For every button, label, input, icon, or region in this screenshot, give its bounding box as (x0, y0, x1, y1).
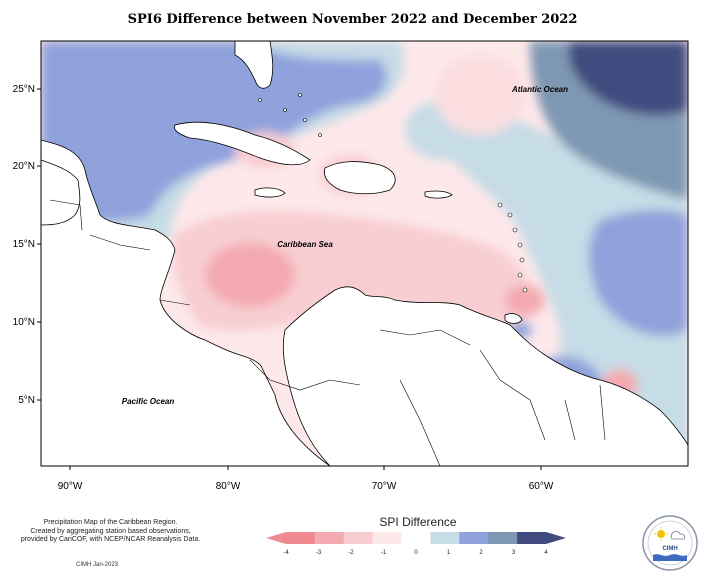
legend-swatch-3 (372, 532, 403, 544)
sun-icon (657, 530, 665, 538)
puerto-rico (424, 190, 453, 199)
cimh-stamp: CIMH Jan-2023 (76, 562, 119, 568)
caribbean-sea-label: Caribbean Sea (277, 240, 333, 249)
pink-zone-trinidad (505, 285, 545, 315)
lesser-antilles (258, 93, 528, 293)
credit-line-3: provided by CariCOF, with NCEP/NCAR Rean… (20, 536, 201, 543)
wave-icon (653, 554, 687, 561)
legend-arrow-left (266, 532, 286, 544)
legend-tick-5: 1 (447, 550, 451, 556)
legend-tick-2: -2 (348, 550, 354, 556)
legend-swatch-7 (488, 532, 518, 544)
legend-swatch-0 (286, 532, 316, 544)
credit-line-1: Precipitation Map of the Caribbean Regio… (43, 519, 178, 526)
spi-field (41, 41, 688, 466)
blue-zone-east (588, 210, 688, 336)
lat-label-25n: 25°N (13, 84, 35, 95)
legend-swatch-5 (430, 532, 460, 544)
hispaniola (323, 161, 396, 195)
trinidad (504, 313, 523, 324)
yucatan (41, 159, 81, 226)
jamaica (254, 187, 286, 198)
legend-swatch-8 (517, 532, 547, 544)
legend-swatch-2 (343, 532, 374, 544)
dark-zone-ne (568, 41, 688, 115)
cloud-icon (670, 531, 686, 540)
land-masses (41, 41, 688, 466)
legend-tick-7: 3 (512, 550, 516, 556)
lon-label-90w: 90°W (58, 481, 83, 492)
legend-tick-3: -1 (381, 550, 387, 556)
south-america (282, 286, 688, 466)
atlantic-ocean-label: Atlantic Ocean (511, 85, 568, 94)
credit-note: Precipitation Map of the Caribbean Regio… (8, 519, 213, 545)
logo-text: CIMH (662, 546, 677, 552)
lat-label-5n: 5°N (18, 395, 35, 406)
legend-swatch-1 (314, 532, 345, 544)
florida (234, 41, 274, 89)
legend-swatch-6 (459, 532, 489, 544)
pacific-ocean-label: Pacific Ocean (122, 397, 175, 406)
lon-ticks (69, 466, 542, 470)
legend-swatch-4 (401, 532, 431, 544)
legend-tick-1: -3 (316, 550, 322, 556)
country-borders (49, 199, 606, 466)
map-title: SPI6 Difference between November 2022 an… (127, 12, 578, 27)
cimh-logo: CIMH (642, 515, 698, 571)
legend-colorbar (266, 532, 566, 544)
legend-tick-6: 2 (479, 550, 483, 556)
lat-ticks (37, 88, 41, 401)
red-zone-caribbean (205, 243, 295, 307)
cuba (173, 121, 311, 166)
legend-ticks: -4 -3 -2 -1 0 1 2 3 4 (283, 550, 548, 556)
lat-label-20n: 20°N (13, 161, 35, 172)
credit-line-2: Created by aggregating station based obs… (30, 527, 191, 535)
legend-tick-0: -4 (283, 550, 289, 556)
lon-label-70w: 70°W (372, 481, 397, 492)
pink-zone-north (435, 55, 525, 135)
legend-arrow-right (546, 532, 566, 544)
legend-title: SPI Difference (379, 515, 457, 529)
lon-label-80w: 80°W (216, 481, 241, 492)
legend-tick-4: 0 (414, 550, 418, 556)
legend-tick-8: 4 (544, 550, 548, 556)
map-frame (40, 40, 689, 467)
central-america (41, 139, 331, 466)
lat-label-10n: 10°N (13, 317, 35, 328)
lat-label-15n: 15°N (13, 239, 35, 250)
lon-label-60w: 60°W (529, 481, 554, 492)
